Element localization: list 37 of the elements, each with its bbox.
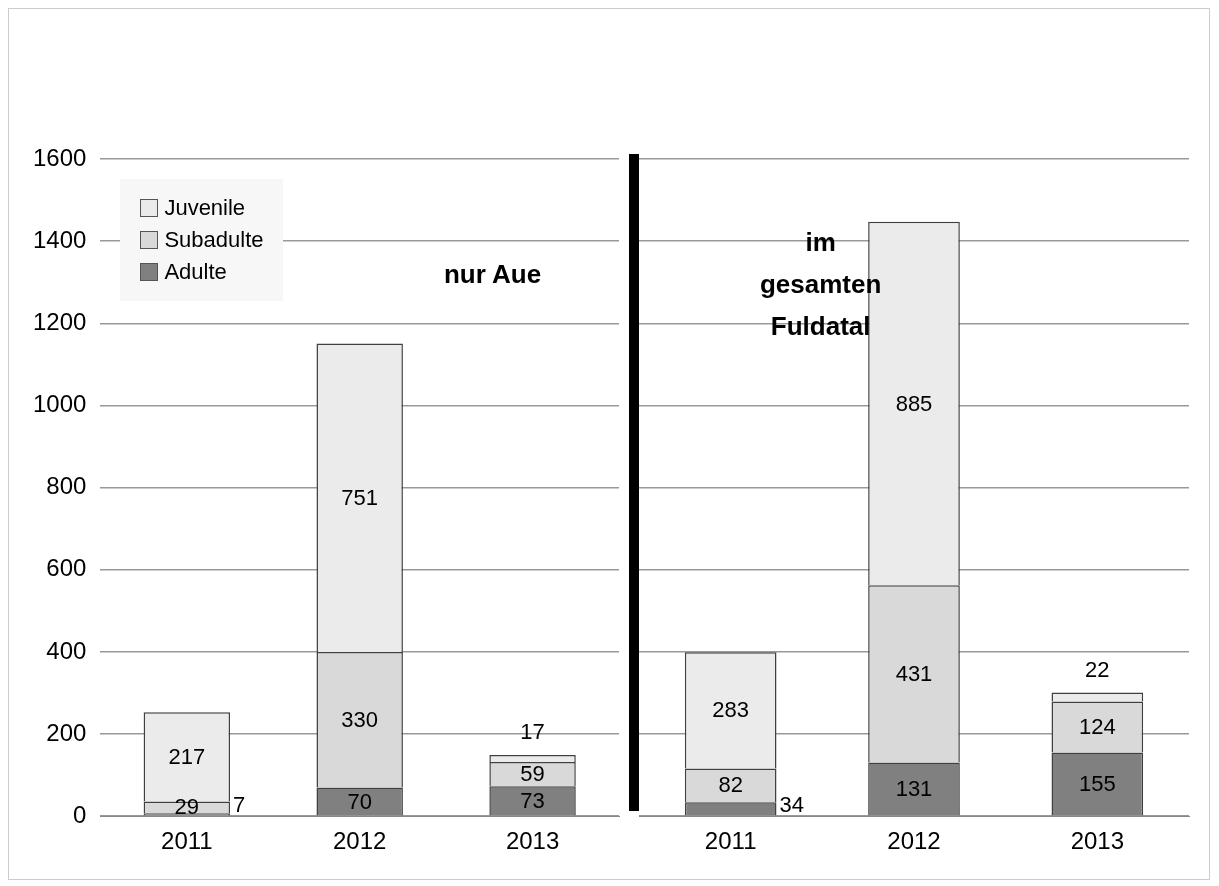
data-label: 70 [347,788,372,814]
y-tick-label: 1200 [33,307,87,335]
x-tick-label: 2013 [1070,827,1125,855]
data-label: 7 [233,791,246,817]
y-tick-label: 1400 [33,225,87,253]
y-tick-label: 0 [73,800,87,828]
data-label: 17 [520,719,545,745]
data-label: 22 [1085,656,1110,682]
data-label: 431 [895,660,933,686]
y-tick-label: 600 [46,554,87,582]
data-label: 34 [779,791,804,817]
data-label: 885 [895,390,933,416]
data-label: 124 [1078,714,1116,740]
data-label: 217 [168,743,206,769]
legend-label: Adulte [164,259,227,285]
legend-label: Subadulte [164,227,264,253]
data-label: 59 [520,761,545,787]
y-tick-label: 1600 [33,143,87,171]
x-tick-label: 2012 [887,827,941,855]
data-label: 155 [1078,771,1116,797]
data-label: 751 [341,484,379,510]
data-label: 73 [520,787,545,813]
x-tick-label: 2011 [704,827,757,855]
legend-label: Juvenile [164,195,246,221]
x-tick-label: 2012 [333,827,387,855]
y-tick-label: 400 [46,636,87,664]
data-label: 131 [895,775,933,801]
data-label: 82 [718,772,743,798]
y-tick-label: 800 [46,472,87,500]
y-tick-label: 200 [46,718,87,746]
annotation: nur Aue [442,258,543,292]
x-tick-label: 2013 [505,827,560,855]
annotation: im gesamten Fuldatal [758,225,883,343]
x-tick-label: 2011 [161,827,213,855]
data-label: 330 [341,706,379,732]
y-tick-label: 1000 [33,390,87,418]
data-label: 283 [712,697,750,723]
